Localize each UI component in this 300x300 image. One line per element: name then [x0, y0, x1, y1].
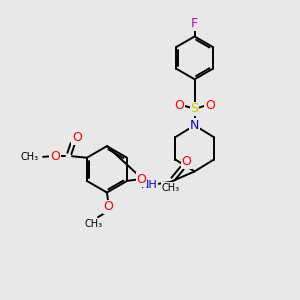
- Text: NH: NH: [141, 180, 158, 190]
- Text: O: O: [205, 99, 215, 112]
- Text: O: O: [103, 200, 113, 213]
- Text: O: O: [72, 131, 82, 144]
- Text: O: O: [182, 155, 191, 168]
- Text: CH₃: CH₃: [161, 183, 179, 193]
- Text: O: O: [50, 150, 60, 163]
- Text: N: N: [190, 119, 199, 132]
- Text: CH₃: CH₃: [85, 219, 103, 229]
- Text: O: O: [174, 99, 184, 112]
- Text: S: S: [190, 103, 199, 116]
- Text: CH₃: CH₃: [21, 152, 39, 162]
- Text: F: F: [191, 17, 198, 31]
- Text: O: O: [136, 173, 146, 186]
